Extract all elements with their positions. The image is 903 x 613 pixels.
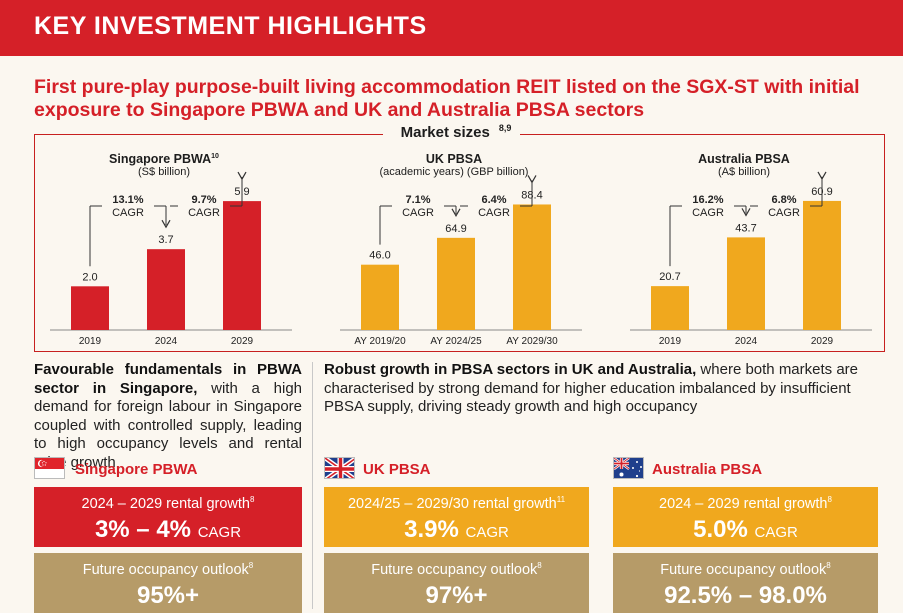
bar xyxy=(803,200,841,330)
data-label: 2.0 xyxy=(82,271,97,283)
tick-label: 2029 xyxy=(231,336,254,347)
rental-growth-unit: CAGR xyxy=(465,523,509,541)
pbsa-description-bold: Robust growth in PBSA sectors in UK and … xyxy=(324,361,697,378)
headline: First pure-play purpose-built living acc… xyxy=(34,76,860,121)
cagr-arrowhead xyxy=(161,219,171,229)
chart-title-footnote: 10 xyxy=(211,152,219,160)
cagr-label: CAGR xyxy=(692,207,724,219)
tick-label: 2024 xyxy=(735,336,758,347)
data-label: 3.7 xyxy=(158,234,173,246)
cagr-value: 6.4% xyxy=(481,194,506,206)
rental-growth-label: 2024/25 – 2029/30 rental growth xyxy=(347,495,557,512)
pbsa-description-text: where both markets are characterised by … xyxy=(324,361,859,415)
singapore-flag-icon xyxy=(34,457,65,479)
pbwa-description: Favourable fundamentals in PBWA sector i… xyxy=(34,361,302,472)
rental-growth-value: 5.0% xyxy=(693,515,748,543)
tick-label: AY 2029/30 xyxy=(506,336,558,347)
tick-label: AY 2024/25 xyxy=(430,336,482,347)
tick-label: 2029 xyxy=(811,336,834,347)
cagr-label: CAGR xyxy=(402,207,434,219)
occupancy-label: Future occupancy outlook xyxy=(371,561,538,578)
title-banner: KEY INVESTMENT HIGHLIGHTS xyxy=(0,0,903,56)
pbwa-description-bold: Favourable fundamentals in PBWA sector i… xyxy=(34,361,302,397)
occupancy-card-australia: Future occupancy outlook8 92.5% – 98.0% xyxy=(613,553,878,613)
data-label: 43.7 xyxy=(735,222,756,234)
market-sizes-footnote: 8,9 xyxy=(498,123,512,133)
chart-unit: (A$ billion) xyxy=(718,166,770,178)
chart-header-singapore: Singapore PBWA10 (S$ billion) xyxy=(64,152,264,178)
rental-growth-label: 2024 – 2029 rental growth xyxy=(81,495,251,512)
footnote: 11 xyxy=(556,495,566,504)
footnote: 8 xyxy=(250,495,255,504)
occupancy-card-uk: Future occupancy outlook8 97%+ xyxy=(324,553,589,613)
cagr-arrowhead xyxy=(237,171,247,181)
rental-growth-card-uk: 2024/25 – 2029/30 rental growth11 3.9% C… xyxy=(324,487,589,547)
section-label-uk: UK PBSA xyxy=(363,461,431,478)
bar xyxy=(651,286,689,330)
cagr-arrowhead xyxy=(817,171,827,181)
cagr-label: CAGR xyxy=(478,207,510,219)
footnote: 8 xyxy=(827,495,832,504)
occupancy-card-singapore: Future occupancy outlook8 95%+ xyxy=(34,553,302,613)
data-label: 20.7 xyxy=(659,271,680,283)
tick-label: AY 2019/20 xyxy=(354,336,406,347)
tick-label: 2019 xyxy=(79,336,102,347)
footnote: 8 xyxy=(248,561,254,570)
data-label: 64.9 xyxy=(445,223,466,235)
cagr-label: CAGR xyxy=(768,207,800,219)
occupancy-label: Future occupancy outlook xyxy=(660,561,827,578)
market-size-charts: 2.020193.720245.9202913.1%CAGR9.7%CAGR46… xyxy=(50,171,872,347)
tick-label: 2019 xyxy=(659,336,682,347)
pbsa-description: Robust growth in PBSA sectors in UK and … xyxy=(324,361,880,417)
rental-growth-card-singapore: 2024 – 2029 rental growth8 3% – 4% CAGR xyxy=(34,487,302,547)
footnote: 8 xyxy=(826,561,831,570)
cagr-arrowhead xyxy=(527,175,537,184)
rental-growth-value: 3% – 4% xyxy=(94,515,192,543)
cagr-value: 9.7% xyxy=(191,194,216,206)
bar xyxy=(223,201,261,330)
uk-flag-icon xyxy=(324,457,355,479)
chart-title: Australia PBSA xyxy=(698,152,790,166)
occupancy-value: 92.5% – 98.0% xyxy=(664,581,827,609)
bar xyxy=(361,264,399,330)
chart-header-uk: UK PBSA (academic years) (GBP billion) xyxy=(354,152,554,178)
occupancy-label: Future occupancy outlook xyxy=(82,561,249,578)
data-label: 46.0 xyxy=(369,250,390,262)
bar xyxy=(147,249,185,330)
cagr-label: CAGR xyxy=(112,207,144,219)
occupancy-value: 97%+ xyxy=(425,581,488,609)
chart-title: Singapore PBWA xyxy=(109,152,212,166)
chart-unit: (S$ billion) xyxy=(138,166,190,178)
market-sizes-label: Market sizes xyxy=(391,124,499,141)
occupancy-value: 95%+ xyxy=(136,581,200,609)
market-sizes-title: Market sizes 8,9 xyxy=(0,123,903,142)
rental-growth-value: 3.9% xyxy=(404,515,459,543)
cagr-value: 6.8% xyxy=(771,194,796,206)
footnote: 8 xyxy=(537,561,542,570)
rental-growth-label: 2024 – 2029 rental growth xyxy=(659,495,828,512)
tick-label: 2024 xyxy=(155,336,178,347)
cagr-arrowhead xyxy=(741,208,751,217)
rental-growth-unit: CAGR xyxy=(754,523,798,541)
chart-title: UK PBSA xyxy=(425,152,483,166)
section-label-australia: Australia PBSA xyxy=(652,461,763,478)
bar xyxy=(727,237,765,330)
cagr-value: 7.1% xyxy=(405,194,430,206)
rental-growth-unit: CAGR xyxy=(197,523,242,541)
cagr-label: CAGR xyxy=(188,207,220,219)
cagr-value: 16.2% xyxy=(692,194,723,206)
cagr-value: 13.1% xyxy=(112,194,143,206)
page-title: KEY INVESTMENT HIGHLIGHTS xyxy=(34,12,427,40)
chart-unit: (academic years) (GBP billion) xyxy=(379,166,529,178)
section-label-singapore: Singapore PBWA xyxy=(75,461,198,478)
australia-flag-icon xyxy=(613,457,644,479)
chart-header-australia: Australia PBSA (A$ billion) xyxy=(644,152,844,178)
column-divider xyxy=(312,362,313,609)
cagr-arrowhead xyxy=(451,208,461,218)
bar xyxy=(513,204,551,330)
rental-growth-card-australia: 2024 – 2029 rental growth8 5.0% CAGR xyxy=(613,487,878,547)
bar xyxy=(437,237,475,330)
bar xyxy=(71,286,109,330)
